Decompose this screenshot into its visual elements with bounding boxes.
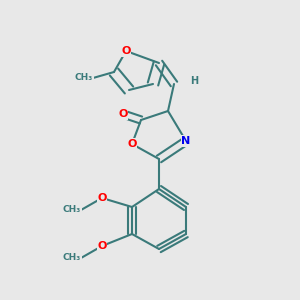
Text: H: H (190, 76, 199, 86)
Text: CH₃: CH₃ (75, 74, 93, 82)
Text: O: O (121, 46, 131, 56)
Text: O: O (97, 241, 107, 251)
Text: O: O (118, 109, 128, 119)
Text: N: N (182, 136, 190, 146)
Text: O: O (97, 193, 107, 203)
Text: CH₃: CH₃ (63, 254, 81, 262)
Text: O: O (127, 139, 137, 149)
Text: CH₃: CH₃ (63, 206, 81, 214)
